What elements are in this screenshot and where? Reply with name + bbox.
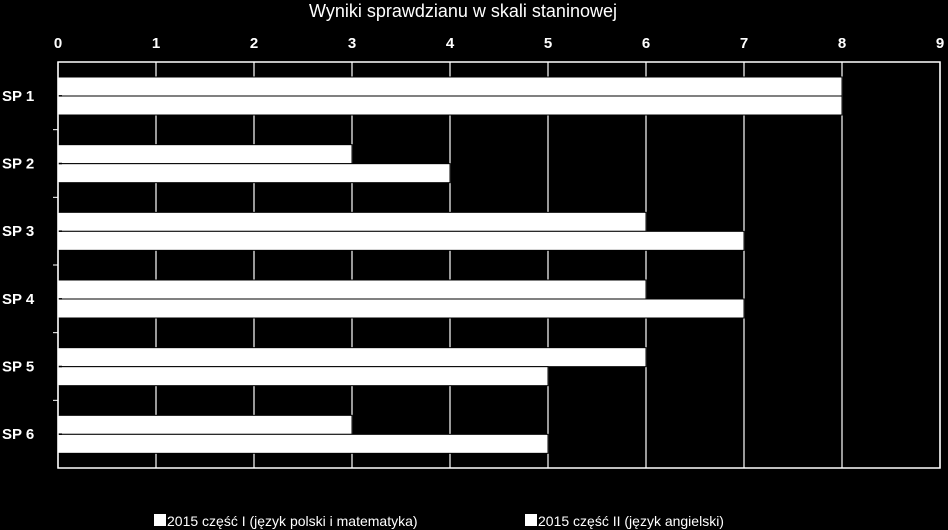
x-tick-label: 5 <box>544 35 552 52</box>
category-label: SP 6 <box>2 426 34 443</box>
bar <box>57 298 745 319</box>
legend: 2015 część I (język polski i matematyka)… <box>154 513 724 529</box>
bar <box>57 163 451 184</box>
x-tick-label: 1 <box>152 35 160 52</box>
category-label: SP 5 <box>2 359 34 376</box>
x-tick-label: 8 <box>838 35 846 52</box>
bar <box>57 433 549 454</box>
plot-frame <box>57 61 941 469</box>
bar <box>57 76 843 97</box>
chart-title: Wyniki sprawdzianu w skali staninowej <box>309 1 617 21</box>
bar <box>57 279 647 300</box>
bar <box>57 414 353 435</box>
x-tick-label: 6 <box>642 35 650 52</box>
legend-label: 2015 część I (język polski i matematyka) <box>167 513 418 529</box>
bar <box>57 347 647 368</box>
x-tick-label: 9 <box>936 35 944 52</box>
category-label: SP 2 <box>2 156 34 173</box>
category-label: SP 1 <box>2 88 34 105</box>
plot-area: SP 1 SP 2 SP 3 SP 4 SP 5 SP 6 0 1 2 3 4 5 6 7 8 9 <box>2 35 944 469</box>
legend-label: 2015 część II (język angielski) <box>538 513 724 529</box>
bar <box>57 144 353 165</box>
bar <box>57 230 745 251</box>
x-tick-label: 0 <box>54 35 62 52</box>
legend-swatch <box>154 514 166 526</box>
x-tick-label: 7 <box>740 35 748 52</box>
x-tick-label: 2 <box>250 35 258 52</box>
bar <box>57 366 549 387</box>
x-tick-label: 4 <box>446 35 455 52</box>
legend-swatch <box>525 514 537 526</box>
category-label: SP 4 <box>2 291 35 308</box>
category-label: SP 3 <box>2 223 34 240</box>
bar <box>57 211 647 232</box>
x-tick-label: 3 <box>348 35 356 52</box>
bar <box>57 95 843 116</box>
